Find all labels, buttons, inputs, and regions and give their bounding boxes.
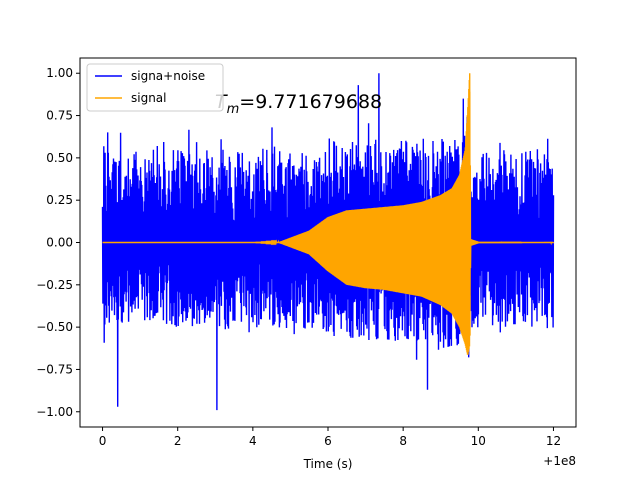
x-axis: 0 2 4 6 8 10 12 [99,427,561,448]
y-tick-label: 0.75 [46,109,73,123]
x-tick-label: 10 [471,434,486,448]
x-tick-label: 2 [174,434,182,448]
x-tick-label: 12 [546,434,561,448]
tm-annotation-sub: m [227,102,240,117]
y-tick-label: 0.00 [46,236,73,250]
x-tick-label: 6 [324,434,332,448]
y-tick-label: −0.50 [36,320,73,334]
y-tick-label: 0.25 [46,193,73,207]
y-tick-label: −0.25 [36,278,73,292]
x-tick-label: 4 [249,434,257,448]
y-tick-label: 1.00 [46,66,73,80]
legend: signa+noise signal [86,63,224,112]
y-tick-label: 0.50 [46,151,73,165]
y-tick-label: −1.00 [36,405,73,419]
series-line-signa-noise [101,73,555,411]
series-line-signal [102,73,555,355]
series-signal [102,73,555,355]
y-axis: −1.00 −0.75 −0.50 −0.25 0.00 0.25 0.50 0.75 1.00 [36,66,80,419]
x-axis-label: Time (s) [303,457,353,471]
x-tick-label: 8 [399,434,407,448]
legend-label-signal: signal [131,91,167,105]
tm-annotation-value: =9.771679688 [239,91,382,113]
y-tick-label: −0.75 [36,362,73,376]
x-tick-label: 0 [99,434,107,448]
legend-label-signa-noise: signa+noise [131,69,205,83]
plot-area [101,73,555,411]
x-offset-label: +1e8 [543,454,576,468]
series-signa-noise [101,73,555,411]
